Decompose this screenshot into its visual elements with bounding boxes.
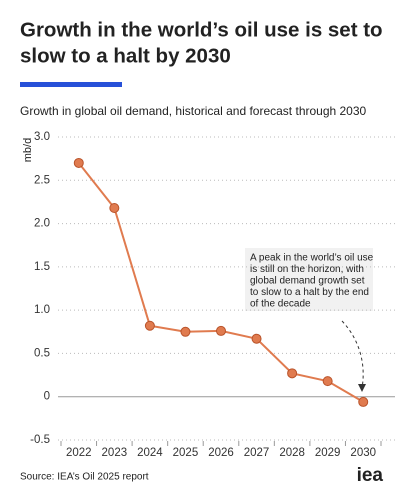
- annotation-box: [245, 248, 373, 311]
- annotation-text: of the decade: [250, 299, 311, 310]
- y-tick-label: 1.0: [34, 304, 50, 316]
- chart-title: slow to a halt by 2030: [20, 44, 231, 67]
- accent-bar: [20, 82, 122, 87]
- y-axis-label: mb/d: [22, 138, 34, 162]
- y-tick-label: -0.5: [30, 434, 50, 446]
- y-tick-label: 1.5: [34, 261, 50, 273]
- y-tick-label: 0.5: [34, 347, 50, 359]
- x-tick-label: 2030: [350, 447, 376, 459]
- y-tick-label: 3.0: [34, 131, 50, 143]
- y-tick-label: 0: [44, 391, 50, 403]
- logo: iea: [357, 465, 384, 486]
- chart-subtitle: Growth in global oil demand, historical …: [20, 104, 367, 118]
- y-tick-label: 2.0: [34, 218, 50, 230]
- annotation-text: is still on the horizon, with: [250, 264, 364, 275]
- annotation-arrow: [341, 320, 364, 389]
- data-point: [216, 325, 226, 336]
- x-tick-label: 2029: [315, 447, 341, 459]
- data-point: [322, 376, 333, 387]
- source: Source: IEA’s Oil 2025 report: [20, 472, 149, 483]
- data-point: [251, 333, 262, 344]
- annotation-text: global demand growth set: [250, 276, 365, 287]
- data-point: [73, 157, 84, 168]
- x-tick-label: 2025: [173, 447, 199, 459]
- x-tick-label: 2027: [244, 447, 270, 459]
- annotation-text: to slow to a halt by the end: [250, 287, 369, 298]
- x-tick-label: 2022: [66, 447, 92, 459]
- data-point: [144, 320, 155, 331]
- chart-title: Growth in the world’s oil use is set to: [20, 18, 383, 41]
- data-point: [358, 396, 369, 407]
- x-tick-label: 2023: [102, 447, 128, 459]
- data-point: [180, 326, 191, 337]
- data-point: [287, 368, 298, 379]
- x-tick-label: 2024: [137, 447, 163, 459]
- x-tick-label: 2028: [279, 447, 305, 459]
- annotation-arrowhead: [358, 384, 366, 392]
- annotation-text: A peak in the world’s oil use: [250, 253, 374, 264]
- y-tick-label: 2.5: [34, 174, 50, 186]
- data-point: [109, 202, 120, 213]
- x-tick-label: 2026: [208, 447, 234, 459]
